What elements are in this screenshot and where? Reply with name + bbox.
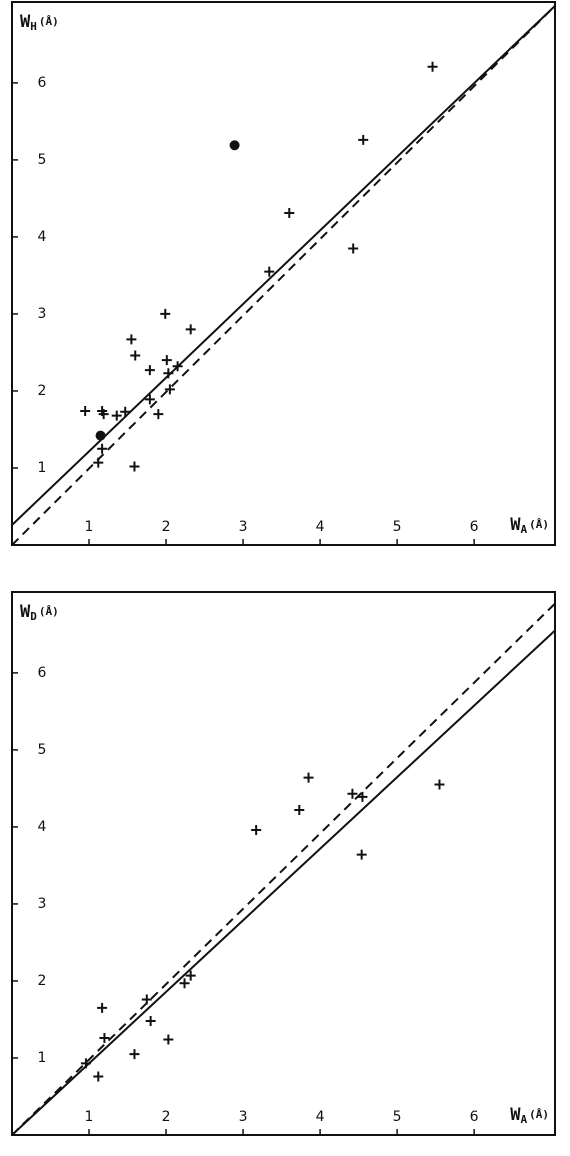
axis-subscript: A [521,523,528,536]
point [172,361,183,372]
point [129,461,140,472]
axis-symbol: W [20,602,31,622]
x-tick-label: 3 [239,519,248,535]
plot-frame [11,1,556,546]
point [98,409,109,420]
y-tick-label: 2 [38,973,47,989]
x-tick-label: 1 [85,519,94,535]
point [145,1016,156,1027]
x-tick-label: 4 [316,1109,325,1125]
y-tick-label: 1 [38,1050,47,1066]
point [97,1002,108,1013]
point [97,443,108,454]
point [153,409,164,420]
point [434,779,445,790]
point [427,61,438,72]
axis-label: WH (Å) [20,12,59,33]
point [144,394,155,405]
point [164,384,175,395]
reference-line [11,5,556,546]
reference-line [11,602,556,1136]
point [251,824,262,835]
plot-frame [11,591,556,1136]
y-tick-label: 1 [38,460,47,476]
point [179,978,190,989]
point [126,334,137,345]
x-tick-label: 6 [470,519,479,535]
point [111,410,122,421]
x-tick-label: 2 [162,519,171,535]
point [95,430,106,441]
axis-label: WD (Å) [20,602,59,623]
point [185,970,196,981]
reference-line [11,5,556,526]
point [129,1049,140,1060]
point [163,1034,174,1045]
axis-unit: (Å) [529,1108,549,1121]
point [141,994,152,1005]
axis-label: WA (Å) [510,1105,549,1126]
axis-label: WA (Å) [510,515,549,536]
axis-unit: (Å) [39,15,59,28]
point [160,308,171,319]
point [185,324,196,335]
point [347,788,358,799]
x-tick-label: 1 [85,1109,94,1125]
point [229,140,240,151]
axis-symbol: W [510,515,521,535]
point [93,1071,104,1082]
axis-unit: (Å) [39,605,59,618]
x-tick-label: 3 [239,1109,248,1125]
axis-unit: (Å) [529,518,549,531]
y-tick-label: 4 [38,229,47,245]
axis-symbol: W [20,12,31,32]
axis-subscript: A [521,1113,528,1126]
x-tick-label: 6 [470,1109,479,1125]
y-tick-label: 5 [38,152,47,168]
point [144,365,155,376]
y-tick-label: 6 [38,75,47,91]
point [356,849,367,860]
point [80,405,91,416]
y-tick-label: 6 [38,665,47,681]
point [130,350,141,361]
y-tick-label: 5 [38,742,47,758]
point [348,243,359,254]
y-tick-label: 2 [38,383,47,399]
reference-line [11,629,556,1136]
point [161,355,172,366]
point [264,266,275,277]
point [93,457,104,468]
point [357,791,368,802]
axis-symbol: W [510,1105,521,1125]
point [99,1032,110,1043]
point [303,772,314,783]
axis-subscript: H [30,20,37,33]
y-tick-label: 3 [38,896,47,912]
axis-subscript: D [30,610,37,623]
point [284,208,295,219]
point [163,368,174,379]
x-tick-label: 5 [393,1109,402,1125]
y-tick-label: 3 [38,306,47,322]
x-tick-label: 5 [393,519,402,535]
y-tick-label: 4 [38,819,47,835]
point [294,804,305,815]
point [120,406,131,417]
x-tick-label: 2 [162,1109,171,1125]
point [80,1058,91,1069]
point [358,134,369,145]
x-tick-label: 4 [316,519,325,535]
